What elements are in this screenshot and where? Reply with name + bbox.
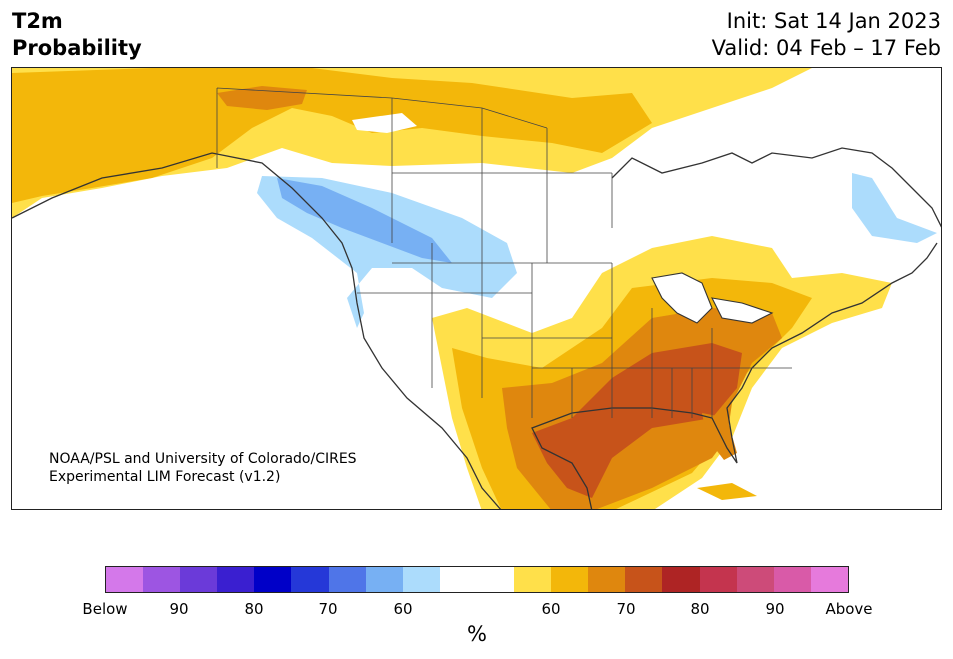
warm-region-cuba [697, 483, 757, 500]
colorbar-swatch [217, 567, 255, 592]
colorbar-label-above-80: 80 [690, 600, 710, 618]
cool-region-labrador [852, 173, 937, 243]
hottest-region-gulf [532, 343, 742, 498]
colorbar-swatch [143, 567, 181, 592]
colorbar-swatch [810, 567, 848, 592]
colorbar-swatch [402, 567, 440, 592]
great-lakes-outline [651, 272, 774, 324]
hot-region-florida [702, 413, 737, 460]
strong-warm-alaska [12, 68, 652, 203]
colorbar-label-below-80: 80 [244, 600, 264, 618]
map-title: T2m Probability [12, 8, 142, 62]
colorbar-swatch [365, 567, 403, 592]
colorbar-label-above-70: 70 [616, 600, 636, 618]
colorbar-swatch [551, 567, 589, 592]
colorbar-swatch [699, 567, 737, 592]
colorbar-label-above: Above [825, 600, 873, 618]
colorbar-label-below: Below [82, 600, 128, 618]
canada-borders [216, 87, 548, 173]
colorbar-swatch [773, 567, 811, 592]
forecast-map [11, 67, 942, 510]
title-variable: T2m [12, 9, 63, 33]
colorbar-swatch [736, 567, 774, 592]
colorbar-swatch [625, 567, 663, 592]
valid-range: Valid: 04 Feb – 17 Feb [711, 36, 941, 60]
colorbar-swatch [476, 567, 515, 592]
map-canvas [12, 68, 941, 509]
init-date: Init: Sat 14 Jan 2023 [726, 9, 941, 33]
colder-region-west [277, 178, 452, 263]
map-credit: NOAA/PSL and University of Colorado/CIRE… [49, 450, 357, 486]
credit-line-1: NOAA/PSL and University of Colorado/CIRE… [49, 451, 357, 467]
coastline-outline [12, 147, 941, 509]
colorbar-label-below-60: 60 [393, 600, 413, 618]
colorbar-swatch [180, 567, 218, 592]
colorbar-swatch [254, 567, 292, 592]
colorbar-swatch [662, 567, 700, 592]
colorbar-label-below-90: 90 [169, 600, 189, 618]
colorbar-swatch [588, 567, 626, 592]
colorbar-label-above-60: 60 [541, 600, 561, 618]
forecast-dates: Init: Sat 14 Jan 2023 Valid: 04 Feb – 17… [712, 8, 941, 62]
state-borders [357, 172, 792, 418]
colorbar-label-below-70: 70 [318, 600, 338, 618]
colorbar-unit: % [467, 622, 487, 646]
credit-line-2: Experimental LIM Forecast (v1.2) [49, 469, 281, 485]
colorbar-swatch [106, 567, 144, 592]
title-quantity: Probability [12, 36, 142, 60]
cool-gap-arctic [352, 113, 417, 133]
colorbar-swatch [291, 567, 329, 592]
colorbar-label-above-90: 90 [765, 600, 785, 618]
colorbar-swatch [439, 567, 477, 592]
probability-colorbar [105, 566, 849, 593]
colorbar-swatch [514, 567, 552, 592]
colorbar-swatch [328, 567, 366, 592]
